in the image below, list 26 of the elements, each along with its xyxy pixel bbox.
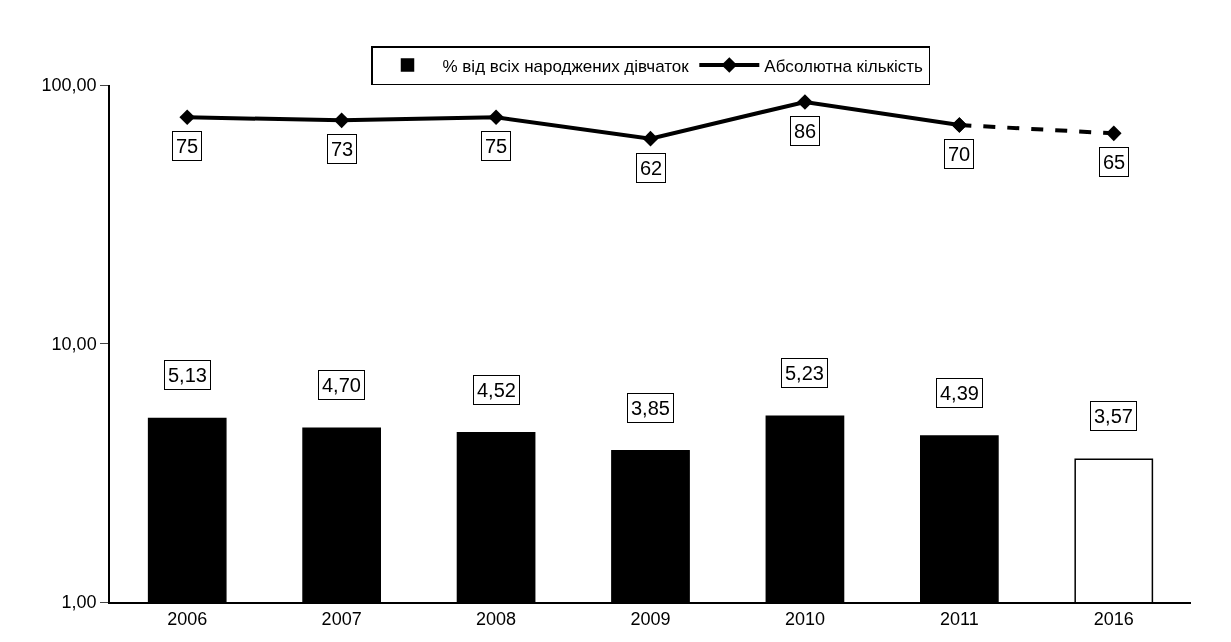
data-label: 65 xyxy=(1103,151,1126,173)
data-label: 62 xyxy=(640,157,663,179)
data-label: 75 xyxy=(176,135,199,157)
legend-label: Абсолютна кількість xyxy=(764,56,924,76)
data-label: 4,39 xyxy=(940,382,979,404)
y-tick-label: 1,00 xyxy=(61,592,97,613)
x-tick-label: 2006 xyxy=(167,609,208,630)
y-tick-label: 100,00 xyxy=(41,75,97,96)
x-tick-label: 2008 xyxy=(476,609,517,630)
x-tick-label: 2009 xyxy=(630,609,671,630)
data-label: 4,70 xyxy=(322,374,361,396)
data-label: 5,23 xyxy=(785,362,824,384)
data-label: 5,13 xyxy=(168,364,207,386)
data-label: 75 xyxy=(485,135,508,157)
x-tick-label: 2016 xyxy=(1093,609,1134,630)
x-tick-label: 2011 xyxy=(940,609,979,630)
data-label: 70 xyxy=(948,143,971,165)
data-label: 3,57 xyxy=(1094,405,1133,427)
x-tick-label: 2007 xyxy=(321,609,362,630)
data-label: 3,85 xyxy=(631,397,670,419)
legend-label: % від всіх народжених дівчаток xyxy=(442,56,690,76)
data-label: 73 xyxy=(331,138,354,160)
data-label: 86 xyxy=(794,120,817,142)
y-tick-label: 10,00 xyxy=(51,333,97,354)
x-tick-label: 2010 xyxy=(784,609,825,630)
data-label: 4,52 xyxy=(477,379,516,401)
